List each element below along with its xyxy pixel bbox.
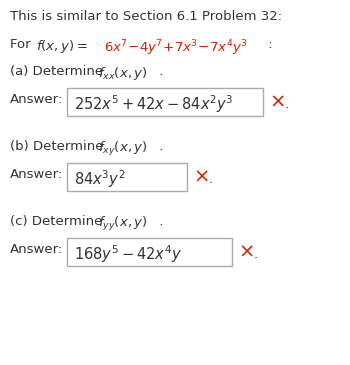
Text: $252x^5 + 42x - 84x^2y^3$: $252x^5 + 42x - 84x^2y^3$ — [74, 93, 233, 115]
Text: Answer:: Answer: — [10, 243, 63, 256]
Text: For: For — [10, 38, 39, 51]
FancyBboxPatch shape — [67, 163, 187, 191]
Text: $168y^5 - 42x^4y$: $168y^5 - 42x^4y$ — [74, 243, 182, 265]
Text: This is similar to Section 6.1 Problem 32:: This is similar to Section 6.1 Problem 3… — [10, 10, 282, 23]
Text: $\times$: $\times$ — [193, 167, 209, 186]
Text: Answer:: Answer: — [10, 168, 63, 181]
Text: (b) Determine: (b) Determine — [10, 140, 112, 153]
Text: $\times$: $\times$ — [238, 242, 254, 261]
Text: $f_{xy}(x,y)$: $f_{xy}(x,y)$ — [98, 140, 148, 158]
FancyBboxPatch shape — [67, 238, 232, 266]
Text: .: . — [155, 215, 163, 228]
Text: Answer:: Answer: — [10, 93, 63, 106]
Text: $f(x,y)=$: $f(x,y)=$ — [36, 38, 88, 55]
Text: $f_{yy}(x,y)$: $f_{yy}(x,y)$ — [98, 215, 148, 233]
Text: $\times$: $\times$ — [269, 92, 285, 111]
Text: .: . — [155, 140, 163, 153]
Text: .: . — [209, 173, 213, 186]
Text: $6x^7\!-\!4y^7\!+\!7x^3\!-\!7x^4y^3$: $6x^7\!-\!4y^7\!+\!7x^3\!-\!7x^4y^3$ — [104, 38, 248, 58]
Text: .: . — [254, 248, 258, 261]
Text: (a) Determine: (a) Determine — [10, 65, 112, 78]
Text: $84x^3y^2$: $84x^3y^2$ — [74, 168, 126, 190]
Text: $f_{xx}(x,y)$: $f_{xx}(x,y)$ — [98, 65, 148, 82]
FancyBboxPatch shape — [67, 88, 263, 116]
Text: :: : — [264, 38, 273, 51]
Text: .: . — [285, 98, 289, 111]
Text: (c) Determine: (c) Determine — [10, 215, 111, 228]
Text: .: . — [155, 65, 163, 78]
